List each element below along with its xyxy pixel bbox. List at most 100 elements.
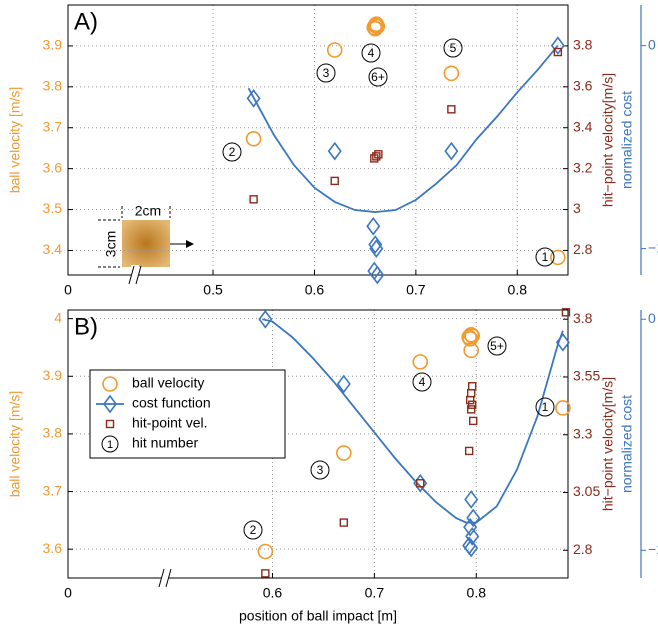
hit-point-velocity-point bbox=[261, 569, 270, 578]
hit-point-velocity-point bbox=[249, 195, 258, 204]
cost-point bbox=[370, 265, 385, 285]
x-tick-label: 0.5 bbox=[203, 282, 223, 298]
y2-tick-label: 2.8 bbox=[573, 241, 593, 257]
legend-label: hit-point vel. bbox=[132, 415, 207, 431]
y-tick-label: 3.9 bbox=[43, 37, 63, 53]
y2-axis-label: hit−point velocity[m/s] bbox=[600, 73, 616, 207]
y3-axis-label: normalized cost bbox=[619, 91, 635, 189]
hit-point-velocity-point bbox=[374, 150, 383, 159]
cost-fit-line bbox=[262, 318, 564, 524]
hit-point-velocity-point bbox=[464, 446, 474, 456]
hit-number: 6+ bbox=[371, 70, 385, 84]
y2-axis-label: hit−point velocity[m/s] bbox=[600, 377, 616, 511]
hit-number-ring bbox=[412, 372, 432, 392]
ball-velocity-point bbox=[463, 326, 479, 343]
hit-point-velocity-point bbox=[468, 400, 477, 409]
cost-point bbox=[464, 538, 479, 558]
ball-velocity-point bbox=[461, 329, 477, 345]
hit-point-velocity-point bbox=[469, 416, 478, 426]
y2-tick-label: 3.6 bbox=[573, 78, 593, 94]
y2-tick-label: 3.3 bbox=[573, 425, 593, 441]
hit-number-ring bbox=[487, 336, 507, 356]
panel-title: A) bbox=[74, 8, 98, 35]
cost-point bbox=[368, 235, 383, 254]
x-tick-label: 0 bbox=[64, 282, 72, 298]
hit-number-ring bbox=[243, 520, 263, 540]
y3-tick-label: 0 bbox=[648, 36, 656, 52]
y-tick-label: 3.9 bbox=[43, 367, 63, 383]
hit-number: 5 bbox=[450, 41, 457, 55]
y2-tick-label: 3.55 bbox=[573, 368, 600, 384]
axis-break bbox=[135, 265, 142, 285]
x-tick-label: 0.8 bbox=[467, 585, 487, 601]
hit-point-velocity-point bbox=[416, 479, 425, 488]
y2-tick-label: 3.2 bbox=[573, 159, 593, 175]
hit-point-velocity-point bbox=[466, 388, 476, 398]
y3-axis-label: normalized cost bbox=[619, 395, 635, 493]
y2-tick-label: 3.05 bbox=[573, 483, 600, 499]
hit-point-velocity-point bbox=[330, 176, 339, 186]
y-tick-label: 3.6 bbox=[43, 159, 63, 175]
hit-number-ring bbox=[368, 67, 388, 87]
cost-point bbox=[550, 36, 565, 55]
y-tick-label: 3.4 bbox=[43, 241, 63, 257]
y-tick-label: 3.7 bbox=[43, 118, 63, 134]
hit-point-velocity-point bbox=[561, 308, 571, 317]
cost-point bbox=[465, 527, 480, 546]
hit-number-ring bbox=[316, 63, 336, 83]
hit-number: 2 bbox=[250, 523, 257, 537]
axis-break-gap bbox=[131, 265, 139, 285]
y-axis-label: ball velocity [m/s] bbox=[7, 391, 23, 498]
legend-marker bbox=[101, 435, 119, 453]
legend-marker bbox=[102, 376, 118, 392]
hit-number-ring bbox=[535, 247, 555, 267]
inset-arrow-head bbox=[186, 240, 194, 248]
cost-point bbox=[366, 216, 381, 236]
y2-tick-label: 3.8 bbox=[573, 310, 593, 326]
y-axis-label: ball velocity [m/s] bbox=[7, 87, 23, 194]
hit-point-velocity-point bbox=[465, 395, 475, 405]
y2-tick-label: 3 bbox=[573, 200, 581, 216]
x-axis-label: position of ball impact [m] bbox=[239, 608, 397, 624]
ball-velocity-point bbox=[550, 249, 566, 266]
legend-label: cost function bbox=[132, 395, 211, 411]
cost-point bbox=[369, 239, 384, 258]
hit-point-velocity-point bbox=[339, 518, 349, 527]
panel-title: B) bbox=[74, 313, 98, 340]
inset-racket bbox=[122, 220, 170, 267]
ball-velocity-point bbox=[555, 400, 571, 416]
hit-number: 4 bbox=[419, 375, 426, 389]
legend-box bbox=[89, 369, 286, 459]
cost-point bbox=[246, 89, 261, 108]
cost-point bbox=[336, 374, 351, 394]
ball-velocity-point bbox=[326, 42, 343, 58]
x-tick-label: 0 bbox=[64, 585, 72, 601]
axis-break bbox=[128, 265, 135, 285]
x-tick-label: 0.7 bbox=[365, 585, 385, 601]
ball-velocity-point bbox=[245, 130, 262, 147]
hit-point-velocity-point bbox=[372, 152, 381, 161]
cost-fit-line bbox=[247, 45, 559, 213]
ball-velocity-point bbox=[443, 65, 460, 82]
hit-number-ring bbox=[222, 142, 242, 162]
legend-marker bbox=[103, 394, 117, 414]
hit-number-ring bbox=[535, 397, 555, 417]
axis-break-gap bbox=[161, 568, 169, 588]
y-tick-label: 3.8 bbox=[43, 425, 63, 441]
cost-point bbox=[555, 333, 570, 352]
ball-velocity-point bbox=[367, 20, 384, 37]
hit-point-velocity-point bbox=[447, 105, 456, 114]
inset: 2cm 3cm bbox=[98, 203, 194, 268]
hit-number: 1 bbox=[542, 250, 549, 264]
cost-point bbox=[258, 309, 273, 329]
y2-tick-label: 2.8 bbox=[573, 541, 593, 557]
hit-number-ring bbox=[443, 38, 463, 58]
axis-break bbox=[165, 568, 172, 588]
ball-velocity-point bbox=[257, 543, 274, 560]
y3-tick-label: −1 bbox=[648, 239, 658, 255]
hit-point-velocity-point bbox=[553, 47, 563, 57]
cost-point bbox=[444, 141, 459, 161]
cost-point bbox=[463, 517, 478, 537]
cost-point bbox=[464, 490, 479, 509]
